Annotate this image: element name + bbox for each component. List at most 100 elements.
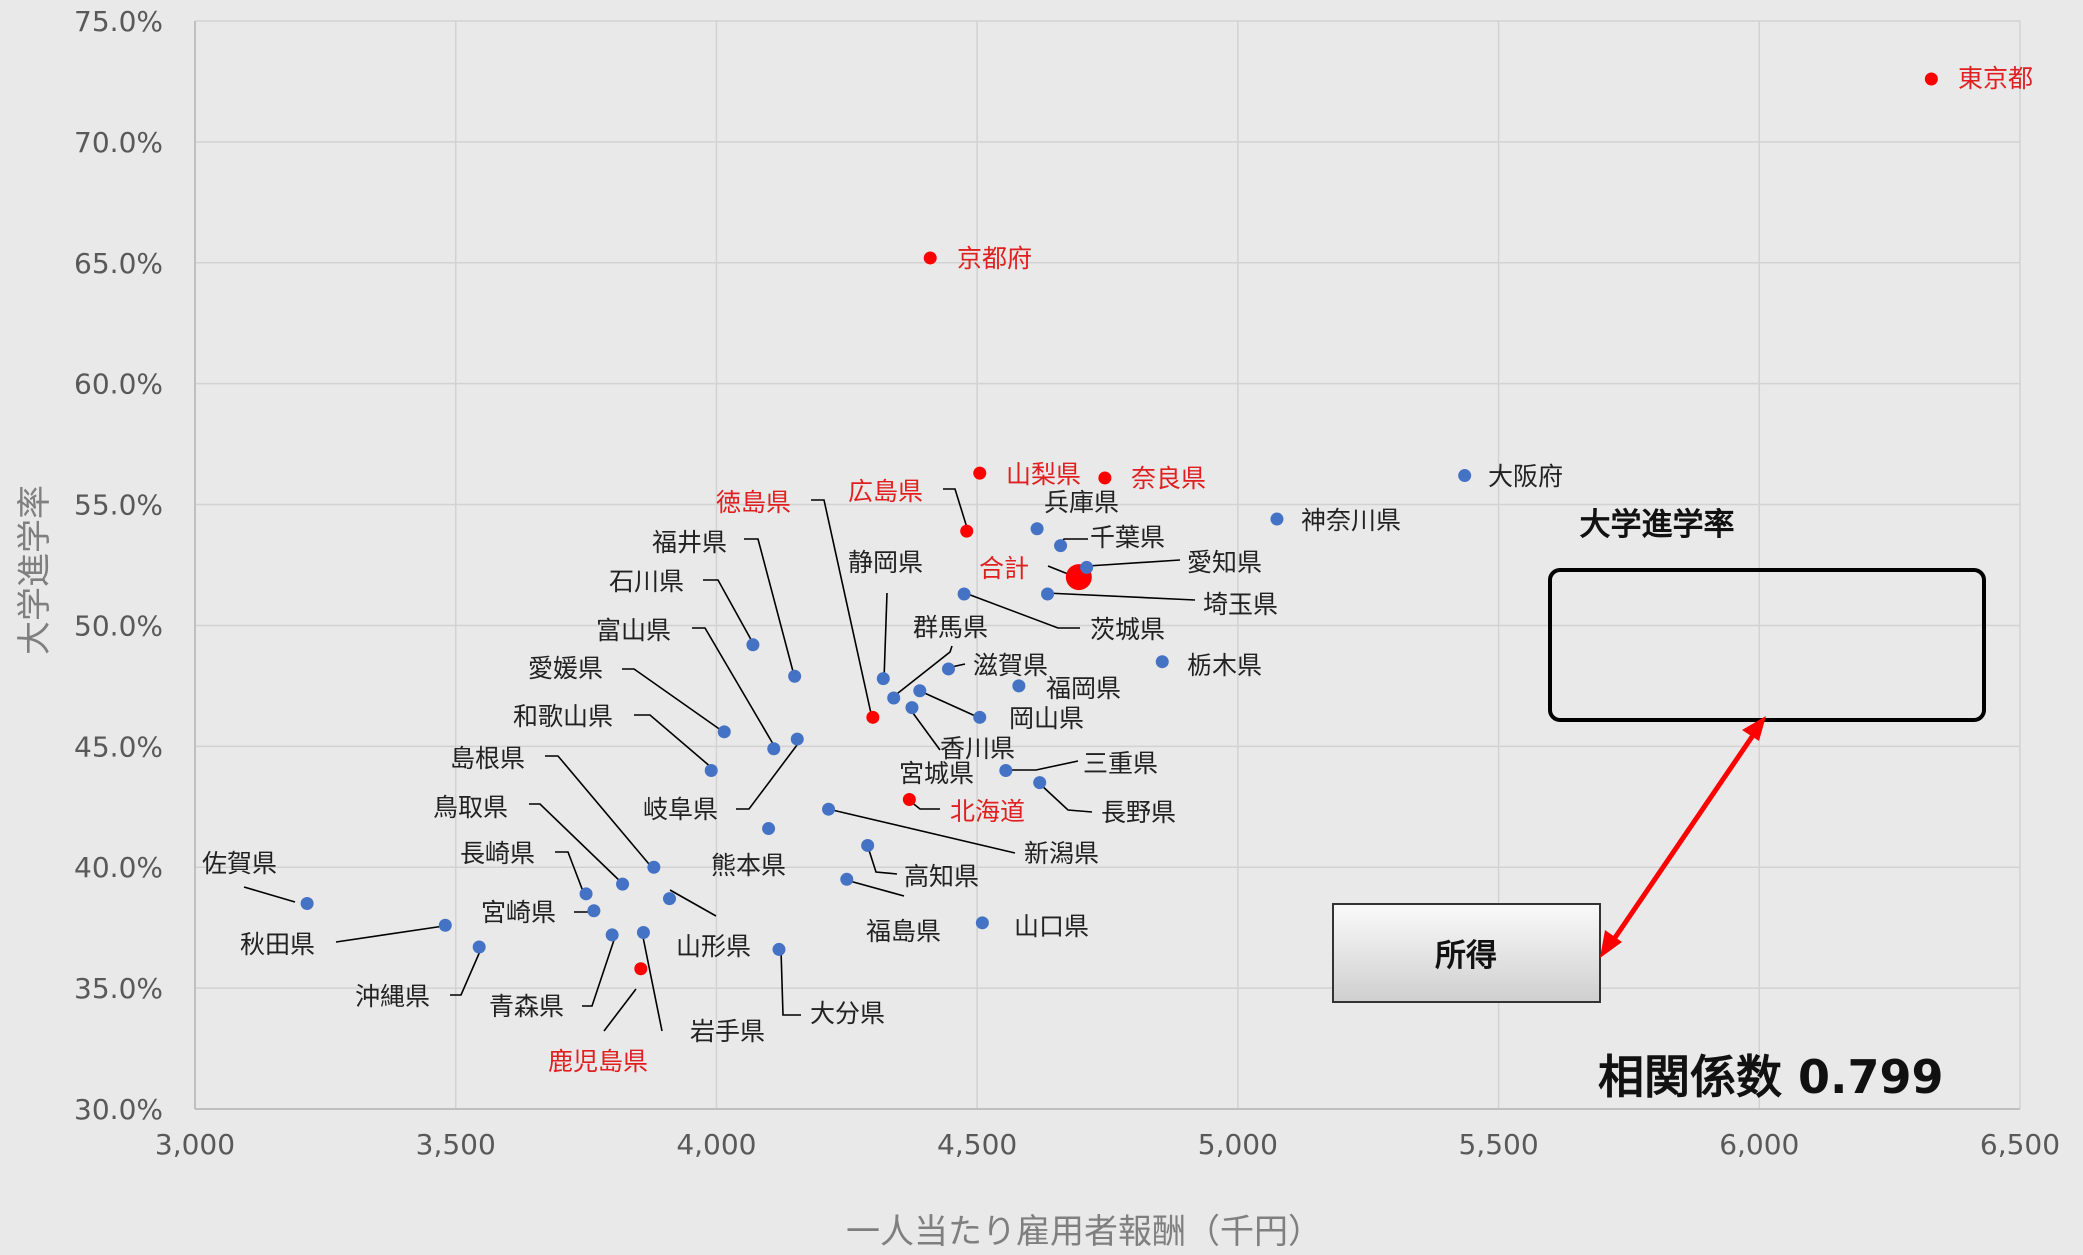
data-label: 岐阜県 — [643, 795, 718, 824]
data-points — [300, 72, 1938, 976]
data-point — [973, 710, 987, 724]
data-label: 宮崎県 — [481, 898, 556, 927]
data-label: 栃木県 — [1187, 651, 1262, 680]
data-point — [1155, 655, 1169, 669]
data-label: 長崎県 — [460, 839, 535, 868]
data-point — [941, 662, 955, 676]
leader-line — [909, 708, 941, 751]
leader-line — [780, 949, 801, 1016]
data-point — [438, 918, 452, 932]
data-point — [913, 684, 927, 698]
data-point — [1270, 512, 1284, 526]
data-point — [1012, 679, 1026, 693]
data-label: 石川県 — [609, 567, 684, 596]
data-point — [647, 860, 661, 874]
data-point — [616, 877, 630, 891]
data-point — [887, 691, 901, 705]
data-point — [1080, 560, 1094, 574]
data-point — [587, 904, 601, 918]
data-point — [1924, 72, 1938, 86]
leader-line — [243, 886, 296, 903]
data-label: 福井県 — [652, 528, 727, 557]
data-label: 新潟県 — [1024, 839, 1099, 868]
data-point — [905, 701, 919, 715]
y-tick-label: 50.0% — [74, 609, 163, 642]
data-label: 千葉県 — [1090, 523, 1165, 552]
arrow-head-top — [1742, 716, 1766, 741]
data-label: 熊本県 — [711, 851, 786, 880]
outcome-box — [1548, 568, 1986, 722]
data-label: 青森県 — [489, 992, 564, 1021]
leader-lines — [243, 488, 1196, 1032]
data-point — [902, 793, 916, 807]
data-point — [300, 896, 314, 910]
data-point — [1033, 776, 1047, 790]
leader-line — [1047, 565, 1069, 575]
leader-line — [622, 668, 726, 734]
data-point — [704, 764, 718, 778]
data-label: 奈良県 — [1131, 464, 1206, 493]
leader-line — [634, 714, 713, 769]
data-point — [999, 764, 1013, 778]
x-tick-label: 3,000 — [155, 1128, 235, 1161]
leader-line — [736, 740, 801, 810]
data-label: 愛知県 — [1187, 548, 1262, 577]
x-axis-title: 一人当たり雇用者報酬（千円） — [846, 1212, 1322, 1251]
leader-line — [1045, 592, 1196, 601]
data-label: 埼玉県 — [1203, 590, 1278, 619]
leader-line — [744, 538, 796, 680]
data-label: 滋賀県 — [973, 651, 1048, 680]
data-point — [866, 710, 880, 724]
data-point — [973, 466, 987, 480]
leader-line — [845, 879, 905, 897]
data-point — [605, 928, 619, 942]
data-label: 徳島県 — [716, 488, 791, 517]
y-tick-label: 65.0% — [74, 247, 163, 280]
data-point — [717, 725, 731, 739]
data-label: 高知県 — [904, 862, 979, 891]
y-tick-label: 30.0% — [74, 1093, 163, 1126]
y-tick-label: 70.0% — [74, 126, 163, 159]
leader-line — [703, 579, 755, 646]
x-tick-label: 5,000 — [1198, 1128, 1278, 1161]
leader-line — [335, 925, 445, 943]
leader-line — [1039, 783, 1093, 813]
data-label: 大阪府 — [1488, 462, 1563, 491]
leader-line — [545, 755, 655, 871]
data-label: 岡山県 — [1009, 704, 1084, 733]
data-label: 北海道 — [950, 797, 1025, 826]
y-tick-label: 35.0% — [74, 972, 163, 1005]
data-point — [840, 872, 854, 886]
data-label: 静岡県 — [848, 548, 923, 577]
leader-line — [450, 948, 482, 996]
y-tick-label: 75.0% — [74, 5, 163, 38]
x-tick-label: 6,500 — [1980, 1128, 2060, 1161]
data-label: 東京都 — [1958, 64, 2033, 93]
data-label: 合計 — [979, 554, 1029, 583]
data-point — [876, 672, 890, 686]
data-point — [790, 732, 804, 746]
data-point — [960, 524, 974, 538]
leader-line — [529, 803, 624, 885]
data-label: 山口県 — [1014, 912, 1089, 941]
data-label: 福岡県 — [1046, 674, 1121, 703]
y-tick-label: 60.0% — [74, 368, 163, 401]
data-point — [788, 669, 802, 683]
leader-line — [892, 645, 953, 698]
data-point — [772, 942, 786, 956]
data-label: 茨城県 — [1090, 615, 1165, 644]
data-label: 広島県 — [848, 477, 923, 506]
gridlines — [195, 20, 2021, 1109]
y-tick-label: 45.0% — [74, 730, 163, 763]
x-tick-label: 5,500 — [1458, 1128, 1538, 1161]
data-label: 宮城県 — [899, 759, 974, 788]
x-tick-label: 4,000 — [676, 1128, 756, 1161]
data-point — [957, 587, 971, 601]
data-label: 香川県 — [940, 734, 1015, 763]
y-axis-title: 大学進学率 — [15, 485, 55, 655]
leader-line — [964, 592, 1080, 629]
data-label: 和歌山県 — [513, 702, 613, 731]
data-label: 愛媛県 — [528, 654, 603, 683]
data-point — [1041, 587, 1055, 601]
